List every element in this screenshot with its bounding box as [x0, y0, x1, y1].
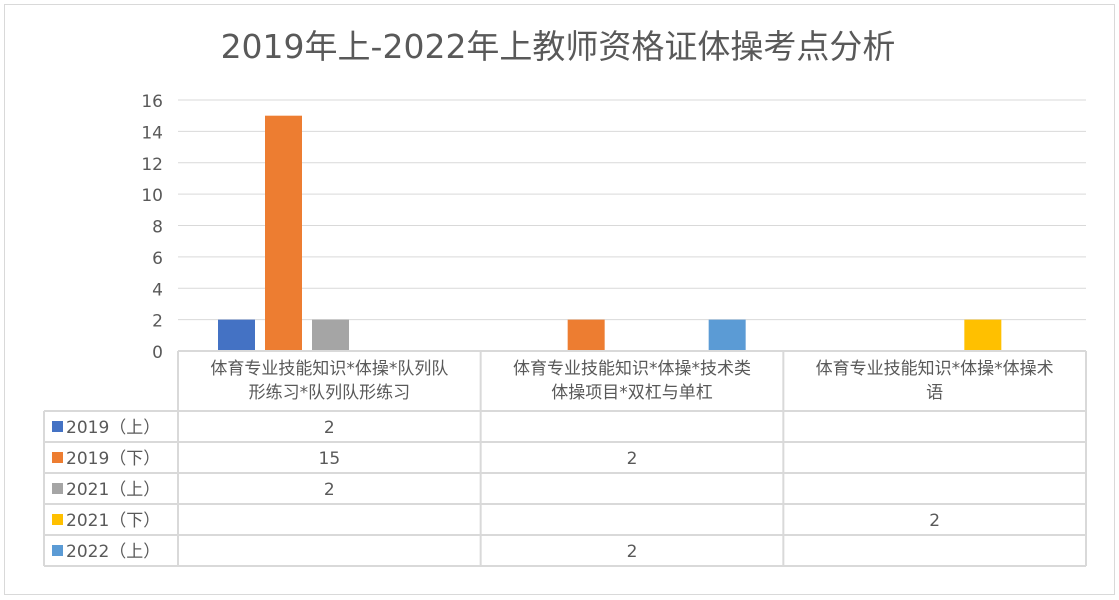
legend-key — [52, 545, 63, 556]
bar — [265, 115, 302, 351]
legend-key — [52, 421, 63, 432]
table-value: 2 — [324, 418, 335, 438]
series-name: 2019（上） — [66, 418, 160, 438]
y-tick-label: 0 — [152, 343, 163, 363]
legend-key — [52, 514, 63, 525]
series-name: 2021（下） — [66, 511, 160, 531]
y-tick-label: 4 — [152, 280, 163, 300]
bar — [964, 319, 1002, 351]
bar — [312, 319, 349, 351]
category-label: 体育专业技能知识*体操*技术类 — [513, 359, 751, 379]
category-label: 语 — [926, 383, 943, 403]
y-tick-label: 2 — [152, 312, 163, 332]
table-value: 2 — [929, 511, 940, 531]
bar — [708, 319, 746, 351]
y-tick-label: 6 — [152, 249, 163, 269]
bar — [218, 319, 255, 351]
category-label: 形练习*队列队形练习 — [249, 383, 411, 403]
category-label: 体育专业技能知识*体操*队列队 — [210, 359, 448, 379]
chart-title: 2019年上-2022年上教师资格证体操考点分析 — [221, 27, 896, 66]
y-tick-label: 12 — [141, 155, 163, 175]
chart-frame — [4, 4, 1115, 595]
y-tick-label: 14 — [141, 123, 163, 143]
series-name: 2021（上） — [66, 480, 160, 500]
legend-key — [52, 452, 63, 463]
bar — [567, 319, 605, 351]
table-value: 2 — [324, 480, 335, 500]
table-value: 2 — [627, 542, 638, 562]
series-name: 2019（下） — [66, 449, 160, 469]
category-label: 体操项目*双杠与单杠 — [551, 383, 713, 403]
category-label: 体育专业技能知识*体操*体操术 — [816, 359, 1054, 379]
series-name: 2022（上） — [66, 542, 160, 562]
table-value: 2 — [627, 449, 638, 469]
y-tick-label: 16 — [141, 92, 163, 112]
table-value: 15 — [319, 449, 341, 469]
legend-key — [52, 483, 63, 494]
y-tick-label: 8 — [152, 218, 163, 238]
y-tick-label: 10 — [141, 186, 163, 206]
